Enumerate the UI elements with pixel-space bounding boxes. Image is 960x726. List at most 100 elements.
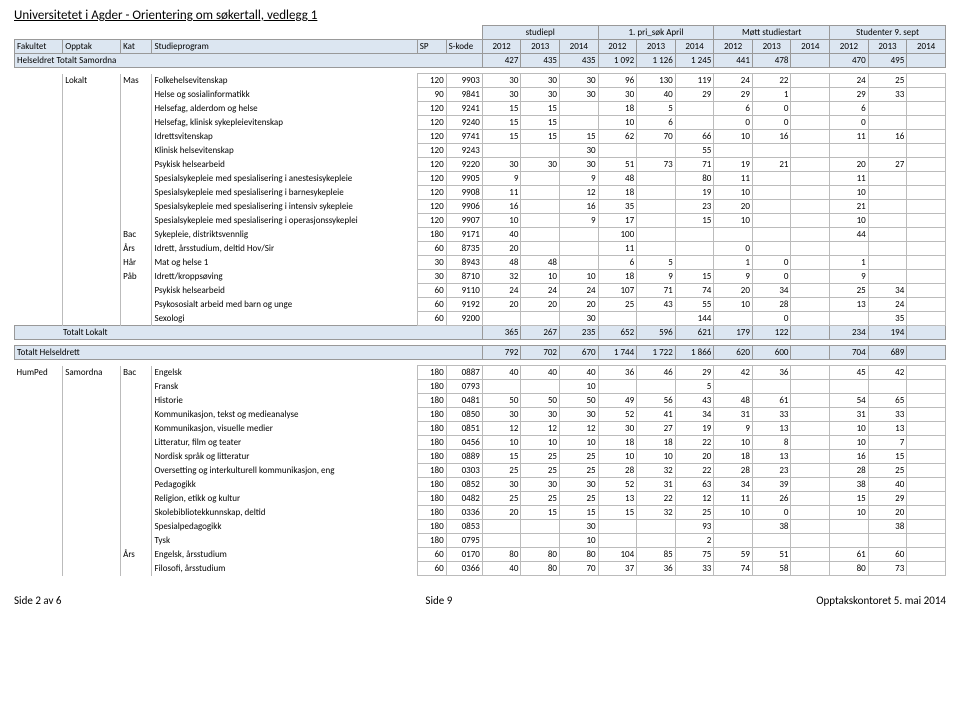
row-sk: 8710 [446, 270, 482, 284]
data-cell: 22 [637, 492, 676, 506]
data-cell: 16 [830, 450, 869, 464]
row-prefix [15, 548, 63, 562]
row-prefix [121, 312, 152, 326]
row-sp: 180 [417, 408, 446, 422]
row-prefix [15, 200, 63, 214]
row-prefix [63, 214, 121, 228]
data-cell [791, 88, 830, 102]
row-prefix: Hår [121, 256, 152, 270]
data-cell [791, 366, 830, 380]
col-label: 2013 [637, 40, 676, 54]
data-cell [675, 116, 714, 130]
row-prefix: Bac [121, 228, 152, 242]
data-cell [598, 534, 637, 548]
row-prefix [63, 422, 121, 436]
data-cell: 28 [830, 464, 869, 478]
total-samordna-cell: 1 092 [598, 54, 637, 68]
data-cell [675, 228, 714, 242]
data-cell: 7 [868, 436, 907, 450]
data-cell [791, 422, 830, 436]
total-lokalt-cell: 621 [675, 326, 714, 340]
data-cell [752, 200, 791, 214]
total-samordna-cell: 470 [830, 54, 869, 68]
data-cell [791, 74, 830, 88]
data-cell [560, 256, 599, 270]
data-cell [714, 144, 753, 158]
data-cell: 24 [521, 284, 560, 298]
data-cell [791, 548, 830, 562]
data-cell: 25 [521, 492, 560, 506]
data-cell [714, 534, 753, 548]
data-cell: 5 [637, 102, 676, 116]
row-prefix [63, 102, 121, 116]
data-cell [907, 102, 946, 116]
data-cell: 10 [714, 506, 753, 520]
data-cell [791, 172, 830, 186]
data-cell: 32 [482, 270, 521, 284]
row-prefix [15, 506, 63, 520]
data-cell: 10 [830, 436, 869, 450]
data-cell [521, 312, 560, 326]
data-cell: 50 [521, 394, 560, 408]
data-cell: 0 [752, 256, 791, 270]
data-cell [521, 228, 560, 242]
data-cell: 73 [868, 562, 907, 576]
data-cell: 50 [560, 394, 599, 408]
data-cell: 30 [482, 74, 521, 88]
data-cell [907, 242, 946, 256]
data-cell [830, 380, 869, 394]
data-cell: 30 [560, 144, 599, 158]
row-prefix: Fransk [152, 380, 417, 394]
row-prefix: Lokalt [63, 74, 121, 88]
data-cell [752, 534, 791, 548]
data-cell: 15 [675, 214, 714, 228]
col-label: 2012 [598, 40, 637, 54]
data-cell: 34 [675, 408, 714, 422]
data-cell: 21 [752, 158, 791, 172]
data-cell [907, 200, 946, 214]
row-sk: 9200 [446, 312, 482, 326]
data-cell: 30 [560, 408, 599, 422]
row-prefix: Religion, etikk og kultur [152, 492, 417, 506]
page-footer: Side 2 av 6 Side 9 Opptakskontoret 5. ma… [14, 594, 946, 607]
data-cell: 100 [598, 228, 637, 242]
col-label: Fakultet [15, 40, 63, 54]
row-prefix [15, 450, 63, 464]
data-cell: 10 [830, 186, 869, 200]
data-cell: 31 [714, 408, 753, 422]
data-cell: 9 [482, 172, 521, 186]
data-cell [791, 144, 830, 158]
data-cell: 15 [868, 450, 907, 464]
data-cell: 58 [752, 562, 791, 576]
row-sp: 60 [417, 242, 446, 256]
row-sp: 120 [417, 200, 446, 214]
row-prefix [63, 158, 121, 172]
total-helseldrett-cell: 620 [714, 346, 753, 360]
data-cell [907, 270, 946, 284]
row-prefix: Psykisk helsearbeid [152, 158, 417, 172]
data-cell [521, 214, 560, 228]
data-cell: 15 [482, 450, 521, 464]
data-cell [637, 520, 676, 534]
data-cell: 16 [868, 130, 907, 144]
total-helseldrett-cell: 702 [521, 346, 560, 360]
data-cell: 20 [521, 298, 560, 312]
data-cell: 15 [521, 506, 560, 520]
data-cell: 56 [637, 394, 676, 408]
row-prefix [121, 534, 152, 548]
data-cell: 22 [675, 464, 714, 478]
data-cell [907, 74, 946, 88]
data-cell: 40 [521, 366, 560, 380]
data-cell: 25 [868, 464, 907, 478]
data-cell [791, 492, 830, 506]
row-prefix [121, 464, 152, 478]
row-sp: 120 [417, 172, 446, 186]
row-prefix [15, 158, 63, 172]
data-cell [907, 88, 946, 102]
data-cell [868, 380, 907, 394]
data-cell: 43 [637, 298, 676, 312]
data-cell: 24 [868, 298, 907, 312]
data-cell: 5 [675, 380, 714, 394]
total-samordna-cell: 435 [521, 54, 560, 68]
data-cell [637, 228, 676, 242]
